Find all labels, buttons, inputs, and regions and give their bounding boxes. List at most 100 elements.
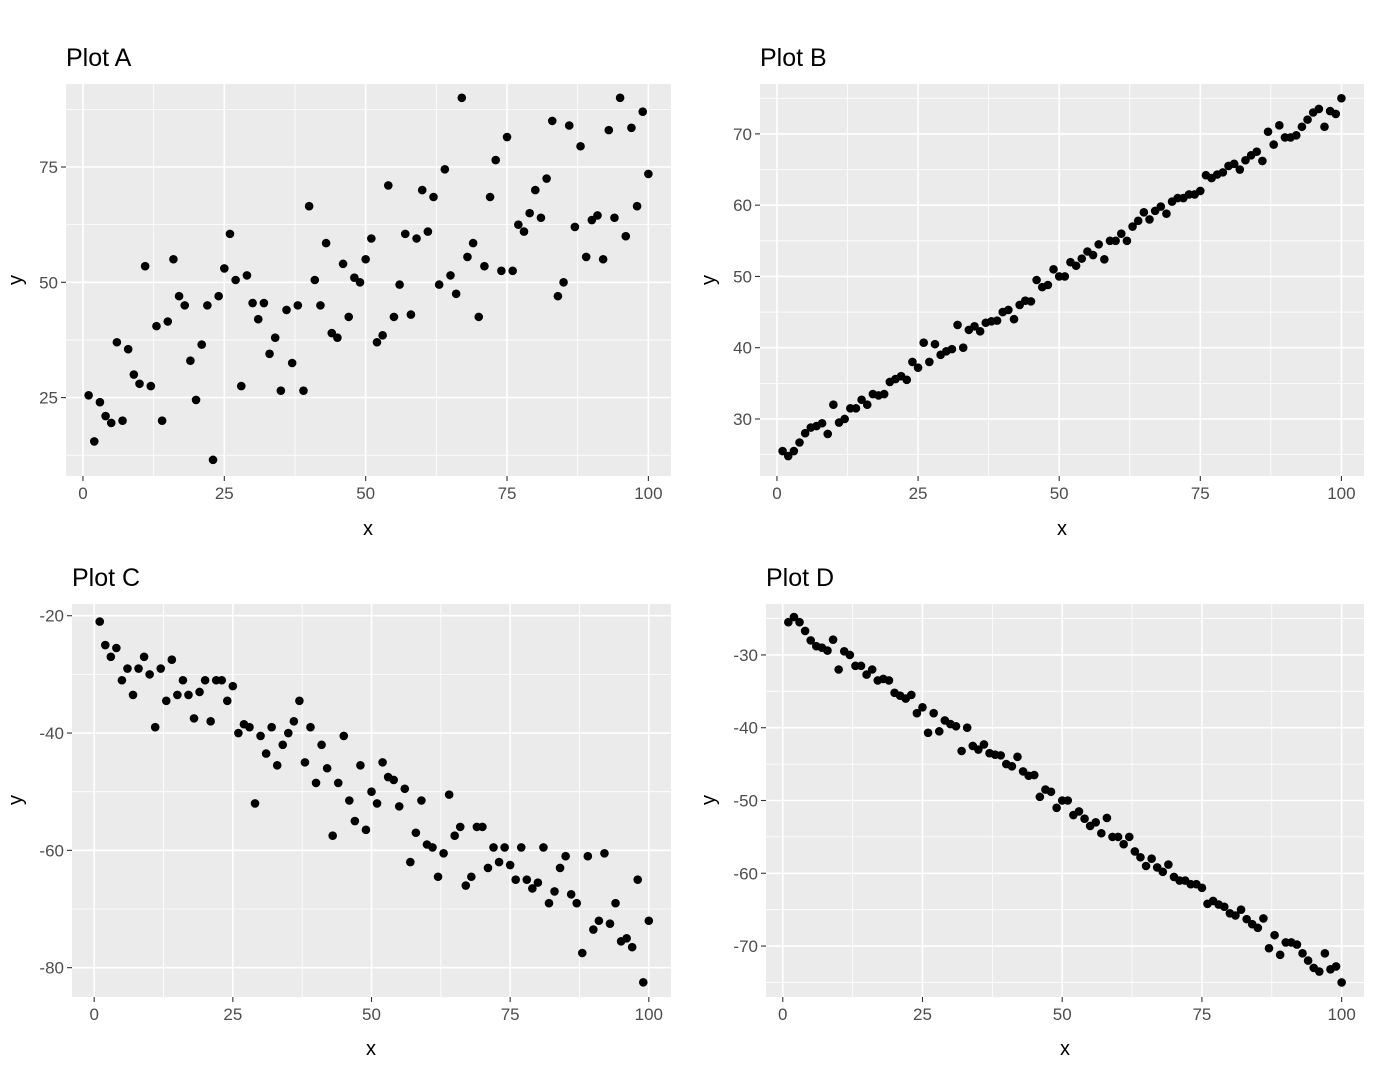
plot-c-point: [184, 690, 193, 700]
plot-c-point: [372, 799, 382, 808]
plot-b-point: [879, 389, 889, 399]
plot-b-point: [862, 400, 872, 410]
plot-a-point: [152, 321, 161, 331]
plot-c-point: [245, 722, 254, 732]
plot-b-point: [800, 428, 810, 438]
plot-b-point: [1331, 109, 1341, 119]
plot-c-point: [389, 775, 398, 785]
plot-d-x-tick-label: 100: [1327, 1005, 1355, 1024]
plot-d-svg: Plot D 0 25 50 75 100 -70 -60 -50 -40 -30 x y: [698, 564, 1364, 1060]
plot-c-y-ticks: -80 -60 -40 -20: [39, 607, 72, 978]
plot-b-point: [925, 357, 934, 367]
plot-c-point: [161, 696, 171, 706]
plot-a-point: [361, 254, 370, 264]
plot-c-point: [406, 857, 415, 867]
plot-d-y-axis-title: y: [698, 795, 720, 805]
plot-c-point: [644, 916, 654, 926]
plot-a-point: [378, 331, 387, 340]
plot-c-point: [206, 717, 215, 726]
plot-d-point: [867, 665, 877, 674]
plot-b-background: [760, 84, 1364, 476]
plot-b-point: [902, 375, 912, 385]
plot-d-point: [1320, 949, 1330, 958]
plot-a-point: [423, 227, 433, 236]
plot-c-y-tick-label: -20: [39, 607, 64, 626]
plot-c-point: [222, 696, 232, 706]
plot-c-point: [600, 848, 609, 858]
plot-d-point: [1259, 914, 1268, 923]
plot-c-point: [533, 878, 543, 887]
plot-c-point: [622, 934, 631, 943]
plot-c-point: [117, 675, 127, 685]
plot-b-point: [1116, 229, 1126, 238]
plot-d-point: [795, 617, 804, 627]
plot-b-x-tick-label: 25: [909, 484, 928, 503]
plot-a-point: [344, 312, 354, 322]
plot-d-point: [1091, 818, 1101, 827]
plot-d-point: [1124, 832, 1134, 842]
plot-c-point: [483, 863, 493, 873]
plot-c-point: [300, 758, 310, 767]
plot-a-point: [395, 280, 404, 289]
plot-c-point: [633, 875, 643, 884]
plot-b-point: [1156, 202, 1166, 211]
plot-d-point: [1119, 839, 1128, 849]
plot-c-point: [322, 763, 332, 773]
plot-c-point: [577, 948, 587, 958]
plot-a-point: [581, 252, 591, 262]
plot-c-point: [128, 690, 138, 700]
plot-d-point: [1275, 950, 1285, 960]
plot-d-point: [929, 708, 938, 718]
plot-b-point: [1162, 209, 1171, 219]
plot-d-point: [957, 746, 966, 756]
plot-b-point: [857, 395, 866, 405]
plot-d-point: [1097, 828, 1106, 838]
plot-c-x-axis-title: x: [366, 1038, 376, 1060]
plot-c-point: [394, 802, 404, 811]
plot-a-title: Plot A: [66, 44, 132, 72]
plot-a-point: [429, 192, 438, 202]
plot-d-y-tick-label: -40: [733, 719, 758, 738]
plot-c-point: [461, 881, 471, 890]
plot-a-point: [502, 132, 512, 142]
plot-d-point: [1063, 796, 1073, 805]
plot-b-point: [930, 339, 940, 349]
plot-d-point: [1242, 914, 1251, 924]
plot-a-point: [253, 314, 263, 324]
plot-d-y-tick-label: -60: [733, 864, 758, 883]
plot-b-title: Plot B: [760, 44, 827, 72]
plot-b-x-tick-label: 0: [772, 484, 781, 503]
plot-a-point: [276, 386, 286, 395]
plot-d-point: [800, 626, 810, 636]
plot-b-point: [1235, 165, 1245, 174]
plot-d-point: [1130, 847, 1140, 856]
plot-d-y-tick-label: -50: [733, 792, 758, 811]
plot-c-point: [478, 822, 487, 832]
plot-c-x-tick-label: 25: [223, 1005, 242, 1024]
plot-c-point: [333, 778, 343, 788]
plot-a-point: [440, 165, 450, 174]
plot-a-point: [519, 227, 529, 236]
plot-b-point: [1004, 305, 1013, 315]
plot-d-point: [1164, 860, 1173, 869]
plot-a-point: [383, 181, 393, 190]
plot-a-point: [214, 291, 223, 301]
plot-c-point: [378, 758, 387, 767]
plot-c-point: [250, 799, 260, 808]
plot-d-point: [845, 650, 855, 660]
plot-c-point: [511, 875, 521, 884]
plot-a-point: [412, 234, 421, 243]
plot-d-point: [974, 745, 983, 754]
plot-a-point: [146, 381, 156, 391]
plot-c-point: [356, 761, 365, 770]
plot-a-x-tick-label: 25: [215, 484, 234, 503]
plot-b-point: [919, 338, 929, 348]
plot-c-point: [267, 722, 276, 732]
plot-b-point: [958, 343, 968, 353]
plot-a-point: [169, 254, 178, 264]
plot-b-point: [908, 357, 917, 367]
plot-c-point: [450, 831, 459, 840]
plot-c-point: [339, 731, 349, 741]
plot-c-point: [555, 863, 565, 873]
plot-b-point: [1241, 155, 1250, 165]
